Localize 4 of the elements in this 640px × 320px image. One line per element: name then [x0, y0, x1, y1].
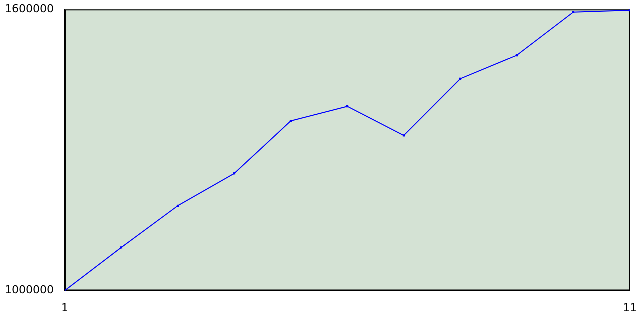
y-tick-label: 1600000 [4, 2, 54, 16]
y-tick-label: 1000000 [4, 284, 54, 297]
x-tick-label: 11 [623, 301, 637, 314]
x-tick-label: 1 [61, 301, 68, 314]
